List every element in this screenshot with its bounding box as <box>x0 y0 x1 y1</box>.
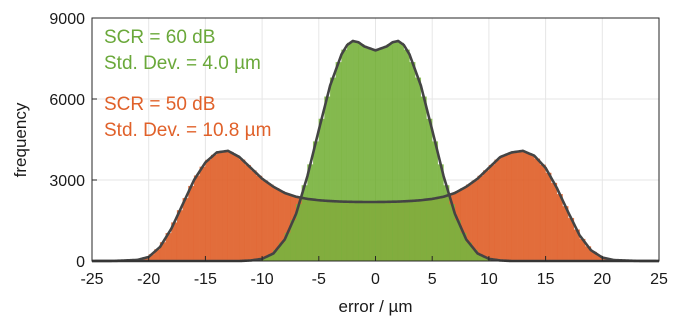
histogram-bar <box>557 194 563 261</box>
histogram-bar <box>268 185 274 261</box>
x-tick-label: -5 <box>312 271 326 288</box>
y-tick-label: 6000 <box>49 92 85 109</box>
histogram-bar <box>370 49 376 261</box>
histogram-bar <box>410 62 416 261</box>
histogram-bar <box>251 171 257 261</box>
x-tick-label: 5 <box>428 271 437 288</box>
histogram-bar <box>500 156 506 261</box>
histogram-bar <box>387 44 393 261</box>
histogram-bar <box>239 160 245 261</box>
histogram-bar <box>234 156 240 262</box>
histogram-bar <box>262 181 268 261</box>
histogram-bar <box>347 43 353 261</box>
histogram-bar <box>228 152 234 261</box>
histogram-bar <box>546 173 552 261</box>
histogram-bar <box>307 164 313 261</box>
histogram-bar <box>194 176 200 261</box>
y-axis-label: frequency <box>11 102 30 177</box>
histogram-bar <box>324 97 330 261</box>
x-tick-label: -15 <box>194 271 217 288</box>
x-axis-label: error / µm <box>338 297 412 316</box>
histogram-bar <box>506 154 512 261</box>
histogram-bar <box>529 154 535 261</box>
histogram-bar <box>483 171 489 261</box>
x-tick-label: -10 <box>251 271 274 288</box>
histogram-bar <box>398 43 404 261</box>
histogram-bar <box>489 165 495 261</box>
histogram-bar <box>200 167 206 261</box>
histogram-bar <box>353 42 359 261</box>
x-tick-label: -25 <box>80 271 103 288</box>
annotation-scr50-std: Std. Dev. = 10.8 µm <box>104 120 271 141</box>
histogram-bar <box>364 47 370 261</box>
histogram-bar <box>393 42 399 261</box>
y-tick-label: 9000 <box>49 11 85 28</box>
histogram-bar <box>432 142 438 261</box>
annotation-scr60-label: SCR = 60 dB <box>104 27 215 48</box>
annotation-scr60-std: Std. Dev. = 4.0 µm <box>104 53 261 74</box>
histogram-bar <box>319 119 325 261</box>
histogram-bar <box>517 151 523 261</box>
histogram-bar <box>478 176 484 261</box>
x-tick-label: 15 <box>537 271 555 288</box>
histogram-bar <box>205 160 211 261</box>
histogram-bar <box>183 198 189 261</box>
x-tick-label: 10 <box>480 271 498 288</box>
x-tick-label: 0 <box>371 271 380 288</box>
histogram-bar <box>222 151 228 261</box>
histogram-bar <box>341 50 347 261</box>
x-tick-label: -20 <box>137 271 160 288</box>
histogram-bar <box>376 49 382 261</box>
histogram-bar <box>495 160 501 261</box>
histogram-bar <box>551 183 557 261</box>
histogram-bar <box>188 186 194 261</box>
histogram-bar <box>336 62 342 261</box>
y-tick-label: 3000 <box>49 173 85 190</box>
histogram-bar <box>534 159 540 261</box>
histogram-bar <box>427 119 433 261</box>
histogram-bar <box>523 152 529 261</box>
histogram-bar <box>330 78 336 261</box>
histogram-bar <box>563 206 569 261</box>
histogram-bar <box>421 97 427 261</box>
histogram-bar <box>540 165 546 261</box>
annotation-scr50-label: SCR = 50 dB <box>104 94 215 115</box>
x-tick-label: 25 <box>650 271 668 288</box>
histogram-bar <box>438 164 444 261</box>
histogram-bar <box>381 47 387 261</box>
histogram-bar <box>256 176 262 261</box>
x-tick-label: 20 <box>593 271 611 288</box>
histogram-bar <box>512 152 518 261</box>
histogram-bar <box>404 50 410 261</box>
histogram-bar <box>358 44 364 261</box>
histogram-bar <box>177 210 183 261</box>
histogram-bar <box>245 165 251 261</box>
histogram-bar <box>211 155 217 261</box>
histogram-bar <box>415 78 421 261</box>
y-tick-label: 0 <box>76 254 85 271</box>
histogram-bar <box>217 152 223 261</box>
